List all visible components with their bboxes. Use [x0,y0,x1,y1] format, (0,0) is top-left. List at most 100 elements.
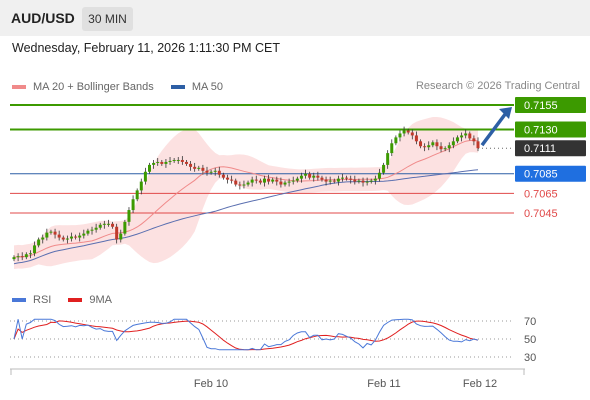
level-tag-0 [515,97,586,113]
candle-body-19 [90,229,94,231]
candle-body-97 [410,132,414,136]
rsi-layer: 70 50 30 [10,316,536,364]
candle-body-35 [156,161,160,163]
candle-body-57 [246,182,250,185]
candle-body-85 [361,180,365,183]
candle-body-113 [476,141,480,149]
legend-ma20-label: MA 20 + Bollinger Bands [33,81,154,93]
candle-body-76 [324,179,328,182]
candle-body-20 [94,227,98,230]
level-tag-text-1: 0.7130 [524,125,558,137]
rsi-swatch [12,298,26,302]
candle-body-1 [16,256,20,258]
candle-body-31 [139,181,143,191]
rsi-line [13,318,479,351]
candle-body-27 [123,221,127,234]
candle-body-61 [262,178,266,183]
candle-body-81 [345,177,349,179]
candle-body-84 [357,180,361,182]
candle-body-71 [304,173,308,176]
legend-ma9-label: 9MA [89,294,113,306]
candle-body-11 [57,234,61,238]
legend-rsi-label: RSI [33,294,52,306]
candle-body-105 [443,148,447,150]
legend-rsi: RSI [12,294,51,306]
candle-body-48 [209,171,213,173]
level-tag-1 [515,121,586,138]
candle-body-101 [427,145,431,148]
candle-body-16 [78,235,82,238]
candle-body-51 [221,174,225,178]
forecast-arrow-shaft [480,111,508,147]
candle-body-80 [340,177,344,179]
candle-body-30 [135,190,139,200]
candle-body-95 [402,130,406,134]
candle-body-79 [336,178,340,182]
candle-body-41 [180,159,184,162]
candle-body-74 [316,175,320,178]
candle-body-21 [98,224,102,228]
candle-body-32 [143,171,147,182]
timeframe-badge[interactable]: 30 MIN [82,7,133,31]
symbol-title: AUD/USD [11,10,75,26]
ma20-swatch [12,85,26,89]
date-label-feb12: Feb 12 [463,378,497,390]
candle-body-108 [455,137,459,142]
candle-body-75 [320,177,324,180]
candle-body-103 [435,142,439,147]
candle-body-45 [197,167,201,169]
candle-body-2 [20,256,24,258]
forecast-arrow-head [499,107,512,119]
candle-body-91 [386,153,390,165]
candle-body-99 [419,141,423,147]
level-tag-3 [515,165,586,182]
candle-body-53 [230,179,234,181]
candle-body-83 [353,179,357,182]
candle-body-4 [28,253,32,255]
candle-body-34 [152,162,156,165]
candle-body-40 [176,159,180,161]
date-label-feb11: Feb 11 [367,378,400,390]
candle-body-37 [164,161,168,164]
candle-body-68 [291,180,295,182]
candle-body-18 [86,230,90,234]
candle-body-29 [131,199,135,211]
datetime-label: Wednesday, February 11, 2026 1:11:30 PM … [12,41,280,55]
levels-layer [10,104,514,214]
candle-body-9 [49,231,53,233]
ma50-swatch [170,85,185,89]
level-tag-2 [515,140,586,157]
rsi-legend: RSI 9MA [12,293,126,306]
candle-body-88 [373,178,377,181]
candle-body-60 [258,180,262,183]
candle-body-78 [332,180,336,182]
candle-body-104 [439,146,443,150]
candle-body-102 [431,142,435,146]
candle-body-92 [390,143,394,154]
candles-layer [12,107,512,262]
candle-body-49 [213,170,217,172]
candle-body-10 [53,231,57,235]
ma50-line [13,169,479,265]
candle-body-42 [184,161,188,164]
candle-body-58 [250,179,254,183]
candle-body-73 [312,175,316,178]
candle-body-0 [12,257,16,260]
legend-ma20: MA 20 + Bollinger Bands [12,81,154,93]
candle-body-109 [460,135,464,138]
candle-body-43 [189,163,193,167]
date-label-feb10: Feb 10 [194,378,228,390]
level-text-4: 0.7065 [524,188,558,200]
candle-body-47 [205,170,209,173]
ma-layer [13,139,479,265]
candle-body-14 [69,236,73,239]
candle-body-63 [271,179,275,182]
candle-body-36 [160,161,164,164]
ma20-line [13,139,479,258]
candle-body-50 [217,170,221,175]
candle-body-15 [74,236,78,238]
candle-body-55 [238,184,242,186]
candle-body-100 [423,146,427,148]
level-tag-text-3: 0.7085 [524,169,558,181]
